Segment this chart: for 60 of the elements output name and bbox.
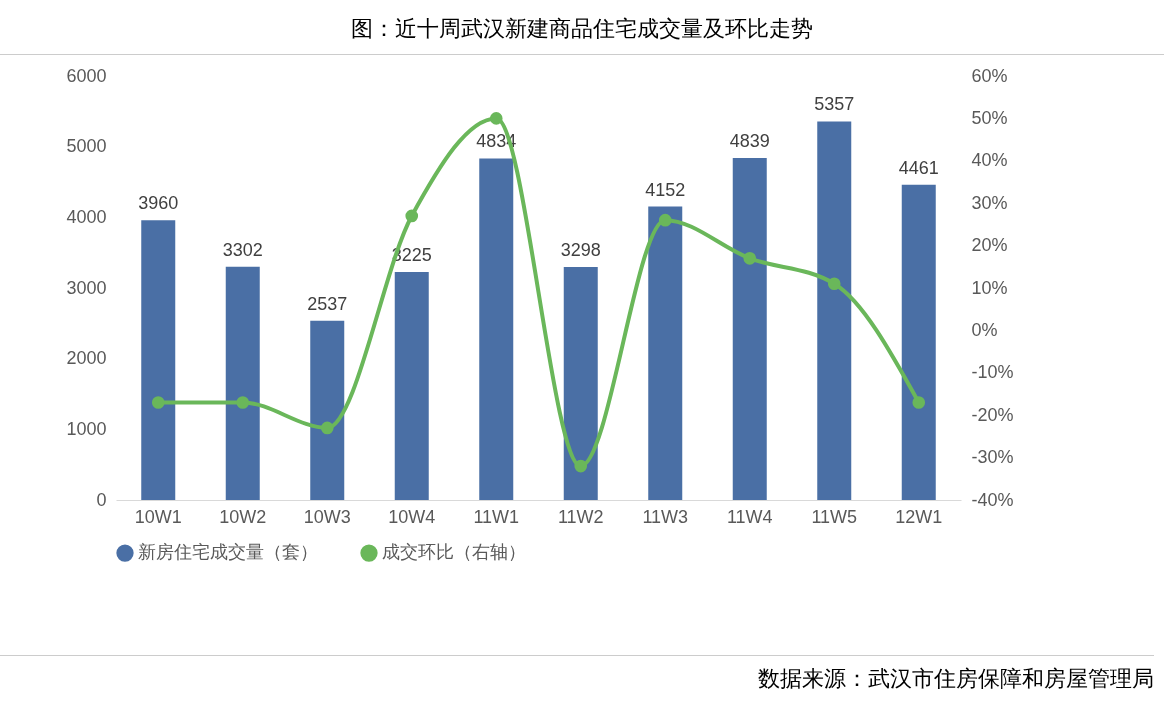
source-note: 数据来源：武汉市住房保障和房屋管理局: [0, 655, 1154, 694]
y2-tick-label: 40%: [971, 150, 1008, 171]
data-label: 2537: [307, 293, 348, 314]
y2-tick-label: 30%: [971, 192, 1008, 213]
point: [912, 396, 926, 409]
y2-tick-label: 0%: [971, 319, 998, 340]
point: [658, 213, 672, 227]
y2-tick-label: 10%: [971, 277, 1008, 298]
bar: [648, 206, 683, 500]
data-label: 3298: [560, 239, 601, 260]
x-tick-label: 11W2: [557, 506, 604, 527]
point: [827, 277, 841, 291]
data-label: 4461: [898, 157, 939, 178]
x-tick-label: 10W3: [303, 506, 351, 527]
bar: [563, 266, 598, 500]
data-label: 4839: [729, 131, 770, 152]
x-tick-label: 10W1: [134, 506, 182, 527]
y2-tick-label: 60%: [971, 65, 1008, 86]
point: [574, 459, 588, 473]
point: [743, 252, 757, 265]
y2-tick-label: -30%: [971, 447, 1014, 468]
point: [405, 209, 419, 223]
x-tick-label: 11W4: [726, 506, 773, 527]
bar: [225, 266, 260, 500]
point: [320, 421, 334, 435]
y2-tick-label: 20%: [971, 235, 1008, 256]
x-tick-label: 11W3: [642, 506, 689, 527]
x-tick-label: 12W1: [895, 506, 943, 527]
chart-title: 图：近十周武汉新建商品住宅成交量及环比走势: [0, 0, 1164, 55]
point: [236, 396, 250, 409]
bar: [817, 121, 852, 500]
point: [489, 112, 503, 125]
legend-label: 新房住宅成交量（套）: [138, 542, 318, 563]
data-label: 5357: [814, 94, 855, 115]
bar: [141, 220, 176, 500]
bar: [310, 320, 345, 500]
bar: [479, 158, 514, 500]
x-tick-label: 10W2: [219, 506, 267, 527]
data-label: 3302: [222, 239, 263, 260]
data-label: 3960: [138, 193, 179, 214]
data-label: 4152: [645, 179, 686, 200]
y2-tick-label: -20%: [971, 404, 1014, 425]
point: [151, 396, 165, 409]
x-tick-label: 11W1: [473, 506, 520, 527]
y-tick-label: 0: [96, 489, 107, 510]
y2-tick-label: -40%: [971, 489, 1014, 510]
x-tick-label: 10W4: [388, 506, 436, 527]
legend-label: 成交环比（右轴）: [382, 542, 526, 563]
y-tick-label: 6000: [66, 65, 107, 86]
y2-tick-label: -10%: [971, 362, 1014, 383]
bar: [732, 158, 767, 500]
y-tick-label: 4000: [66, 206, 107, 227]
y2-tick-label: 50%: [971, 107, 1008, 128]
bar: [901, 184, 936, 500]
y-tick-label: 2000: [66, 348, 107, 369]
y-tick-label: 3000: [66, 277, 107, 298]
y-tick-label: 1000: [66, 418, 107, 439]
bar: [394, 272, 429, 500]
x-tick-label: 11W5: [811, 506, 858, 527]
y-tick-label: 5000: [66, 136, 107, 157]
